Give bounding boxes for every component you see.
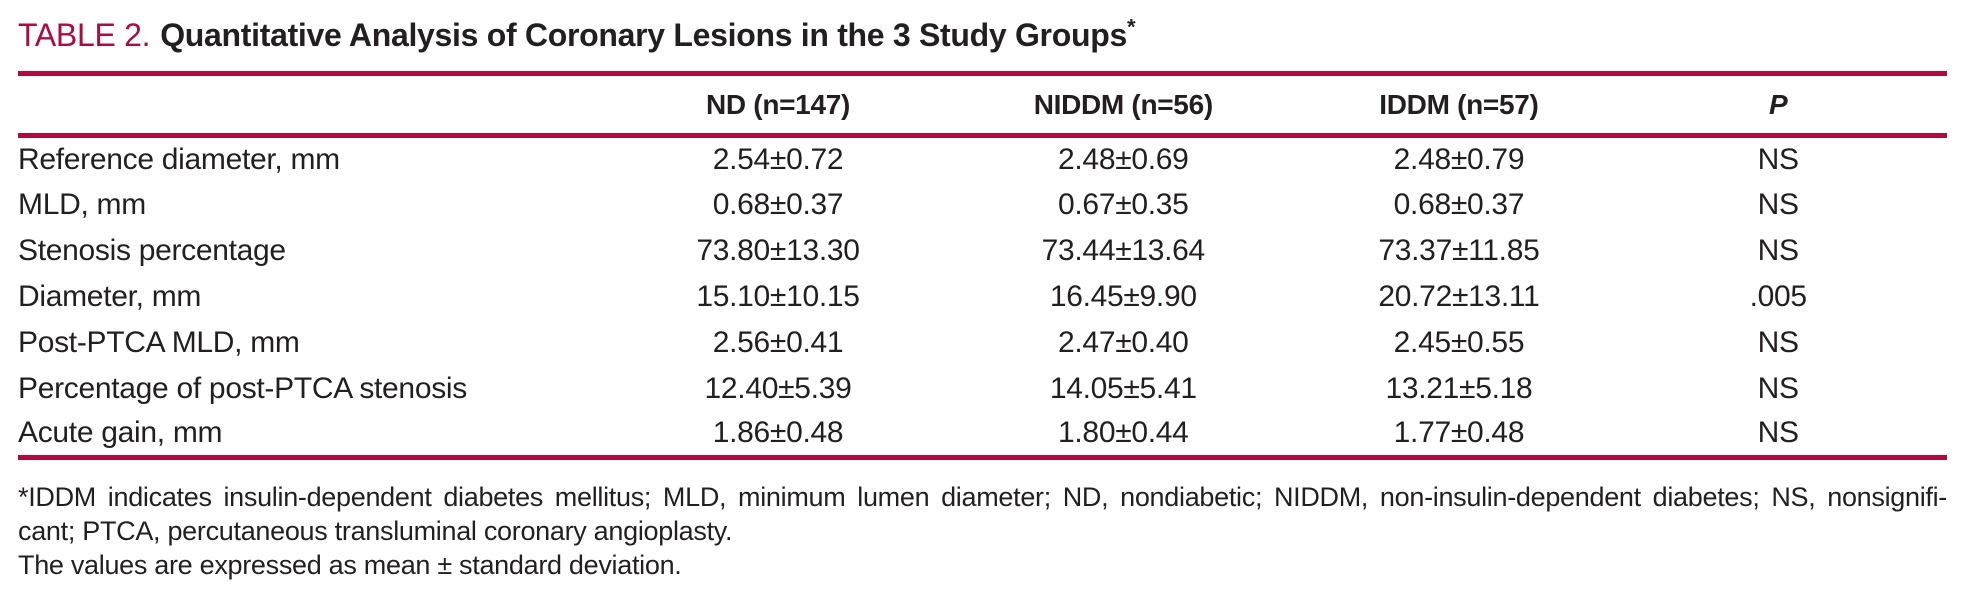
table-row: Reference diameter, mm 2.54±0.72 2.48±0.…	[18, 136, 1947, 182]
cell-p: NS	[1757, 187, 1799, 221]
table-footnote: *IDDM indicates insulin-dependent diabet…	[18, 480, 1947, 582]
cell-niddm: 14.05±5.41	[1049, 371, 1197, 405]
table-header: ND (n=147) NIDDM (n=56) IDDM (n=57) P	[18, 71, 1947, 138]
table-row: Diameter, mm 15.10±10.15 16.45±9.90 20.7…	[18, 274, 1947, 320]
cell-iddm: 2.45±0.55	[1393, 325, 1525, 359]
cell-p: NS	[1757, 142, 1799, 176]
header-empty-cell	[18, 71, 618, 138]
cell-iddm: 13.21±5.18	[1385, 371, 1533, 405]
column-header-iddm: IDDM (n=57)	[1308, 71, 1610, 138]
footnote-line-1: *IDDM indicates insulin-dependent diabet…	[18, 482, 1947, 512]
table-row: MLD, mm 0.68±0.37 0.67±0.35 0.68±0.37 NS	[18, 182, 1947, 228]
row-label: MLD, mm	[18, 187, 146, 221]
cell-niddm: 0.67±0.35	[1058, 187, 1189, 221]
table-title-text: Quantitative Analysis of Coronary Lesion…	[160, 17, 1127, 53]
header-row: ND (n=147) NIDDM (n=56) IDDM (n=57) P	[18, 71, 1947, 138]
cell-p: NS	[1757, 325, 1799, 359]
cell-niddm: 73.44±13.64	[1041, 233, 1206, 267]
cell-iddm: 0.68±0.37	[1393, 187, 1525, 221]
column-header-niddm: NIDDM (n=56)	[938, 71, 1309, 138]
cell-niddm: 1.80±0.44	[938, 411, 1309, 460]
cell-p: NS	[1609, 411, 1947, 460]
cell-nd: 0.68±0.37	[712, 187, 844, 221]
table-number-label: TABLE 2.	[18, 17, 151, 53]
table-row: Post-PTCA MLD, mm 2.56±0.41 2.47±0.40 2.…	[18, 320, 1947, 366]
cell-p: .005	[1749, 279, 1808, 313]
table-row: Percentage of post-PTCA stenosis 12.40±5…	[18, 366, 1947, 412]
row-label: Diameter, mm	[18, 279, 202, 313]
table-title: TABLE 2. Quantitative Analysis of Coronar…	[18, 14, 1947, 56]
table-title-asterisk: *	[1126, 14, 1136, 40]
row-label: Acute gain, mm	[18, 411, 618, 460]
cell-nd: 12.40±5.39	[704, 371, 852, 405]
cell-iddm: 73.37±11.85	[1378, 233, 1540, 267]
cell-iddm: 2.48±0.79	[1393, 142, 1525, 176]
row-label: Post-PTCA MLD, mm	[18, 325, 300, 359]
table-row: Stenosis percentage 73.80±13.30 73.44±13…	[18, 228, 1947, 274]
cell-nd: 2.54±0.72	[712, 142, 844, 176]
cell-nd: 2.56±0.41	[712, 325, 844, 359]
cell-p: NS	[1757, 371, 1799, 405]
table-body: Reference diameter, mm 2.54±0.72 2.48±0.…	[18, 136, 1947, 460]
quantitative-analysis-table: ND (n=147) NIDDM (n=56) IDDM (n=57) P Re…	[18, 71, 1947, 460]
cell-nd: 1.86±0.48	[617, 411, 939, 460]
cell-niddm: 2.48±0.69	[1058, 142, 1189, 176]
cell-iddm: 1.77±0.48	[1308, 411, 1610, 460]
row-label: Percentage of post-PTCA stenosis	[18, 371, 467, 405]
cell-iddm: 20.72±13.11	[1378, 279, 1540, 313]
cell-nd: 15.10±10.15	[696, 279, 860, 313]
column-header-nd: ND (n=147)	[617, 71, 939, 138]
cell-niddm: 2.47±0.40	[1058, 325, 1189, 359]
row-label: Reference diameter, mm	[18, 142, 340, 176]
cell-niddm: 16.45±9.90	[1049, 279, 1197, 313]
footnote-line-2: cant; PTCA, percutaneous transluminal co…	[18, 516, 733, 546]
footnote-line-3: The values are expressed as mean ± stand…	[18, 550, 682, 580]
row-label: Stenosis percentage	[18, 233, 286, 267]
cell-p: NS	[1757, 233, 1799, 267]
column-header-p: P	[1609, 71, 1947, 138]
table-row: Acute gain, mm 1.86±0.48 1.80±0.44 1.77±…	[18, 411, 1947, 460]
cell-nd: 73.80±13.30	[696, 233, 860, 267]
